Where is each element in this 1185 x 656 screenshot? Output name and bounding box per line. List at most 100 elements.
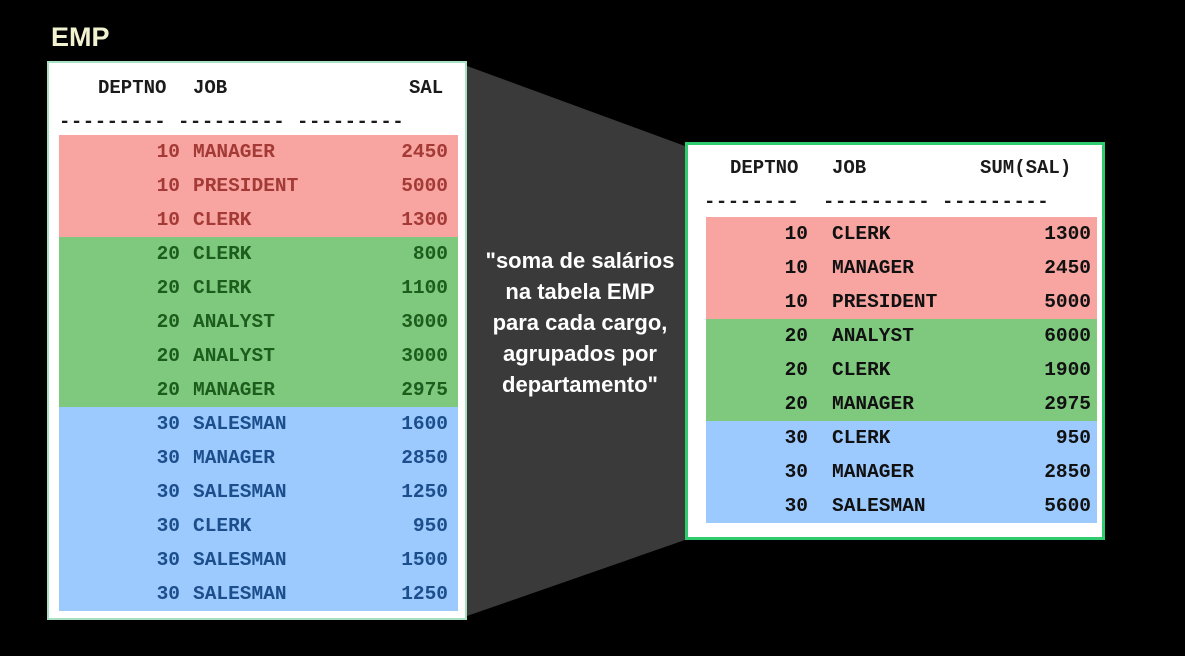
table-row: 30 SALESMAN 1250 [59,475,458,509]
cell-deptno: 30 [156,413,180,435]
table-row: 20 CLERK 1100 [59,271,458,305]
table-row: 20 ANALYST 3000 [59,305,458,339]
cell-deptno: 10 [784,257,808,279]
cell-job: ANALYST [193,311,275,333]
result-header-deptno: DEPTNO [730,157,799,179]
cell-job: ANALYST [193,345,275,367]
cell-job: CLERK [832,223,891,245]
cell-job: CLERK [193,515,252,537]
table-row: 30 SALESMAN 1250 [59,577,458,611]
table-row: 20 MANAGER 2975 [59,373,458,407]
cell-job: CLERK [193,209,252,231]
cell-job: MANAGER [193,141,275,163]
source-table-emp: DEPTNO JOB SAL --------- --------- -----… [47,61,467,620]
cell-sal: 1300 [1044,223,1091,245]
table-row: 20 ANALYST 3000 [59,339,458,373]
cell-sal: 6000 [1044,325,1091,347]
table-row: 20 CLERK 800 [59,237,458,271]
cell-job: SALESMAN [193,481,287,503]
result-header-job: JOB [832,157,867,179]
cell-sal: 1600 [401,413,448,435]
cell-deptno: 20 [784,393,808,415]
cell-sal: 2450 [401,141,448,163]
cell-deptno: 20 [784,359,808,381]
cell-sal: 800 [412,243,448,265]
cell-job: SALESMAN [832,495,926,517]
table-row: 30 SALESMAN 1600 [59,407,458,441]
cell-sal: 1100 [401,277,448,299]
header-sal: SAL [409,77,444,99]
table-row: 30 SALESMAN 1500 [59,543,458,577]
table-row: 30 MANAGER 2850 [59,441,458,475]
cell-sal: 2975 [401,379,448,401]
header-deptno: DEPTNO [98,77,167,99]
cell-sal: 950 [1055,427,1091,449]
cell-deptno: 20 [156,311,180,333]
cell-deptno: 10 [156,175,180,197]
header-job: JOB [193,77,228,99]
cell-deptno: 10 [156,141,180,163]
cell-sal: 2850 [1044,461,1091,483]
table-row: 20 CLERK 1900 [706,353,1097,387]
caption-text: "soma de salários na tabela EMP para cad… [485,248,675,397]
cell-job: SALESMAN [193,583,287,605]
cell-deptno: 10 [156,209,180,231]
cell-sal: 2850 [401,447,448,469]
cell-deptno: 30 [784,427,808,449]
cell-sal: 5000 [401,175,448,197]
table-row: 30 SALESMAN 5600 [706,489,1097,523]
cell-deptno: 30 [784,461,808,483]
cell-sal: 1900 [1044,359,1091,381]
cell-deptno: 20 [156,379,180,401]
table-row: 30 CLERK 950 [59,509,458,543]
cell-sal: 1250 [401,481,448,503]
cell-deptno: 30 [156,583,180,605]
cell-deptno: 30 [156,447,180,469]
cell-sal: 2450 [1044,257,1091,279]
cell-job: CLERK [832,427,891,449]
cell-sal: 3000 [401,311,448,333]
cell-job: MANAGER [832,461,914,483]
table-row: 30 CLERK 950 [706,421,1097,455]
cell-job: CLERK [193,243,252,265]
cell-sal: 950 [412,515,448,537]
cell-sal: 5600 [1044,495,1091,517]
table-row: 20 ANALYST 6000 [706,319,1097,353]
cell-sal: 2975 [1044,393,1091,415]
cell-job: CLERK [193,277,252,299]
table-row: 30 MANAGER 2850 [706,455,1097,489]
cell-deptno: 30 [156,515,180,537]
cell-job: MANAGER [832,257,914,279]
table-row: 10 MANAGER 2450 [59,135,458,169]
cell-deptno: 20 [156,243,180,265]
cell-job: ANALYST [832,325,914,347]
table-row: 10 CLERK 1300 [706,217,1097,251]
cell-sal: 1250 [401,583,448,605]
cell-deptno: 30 [784,495,808,517]
result-table: DEPTNO JOB SUM(SAL) -------- --------- -… [685,142,1105,540]
cell-sal: 3000 [401,345,448,367]
header-separator: --------- --------- --------- [59,111,405,133]
table-row: 10 CLERK 1300 [59,203,458,237]
cell-deptno: 20 [784,325,808,347]
table-row: 10 PRESIDENT 5000 [59,169,458,203]
cell-deptno: 30 [156,549,180,571]
cell-job: PRESIDENT [193,175,299,197]
table-row: 20 MANAGER 2975 [706,387,1097,421]
cell-job: SALESMAN [193,549,287,571]
table-title: EMP [51,22,110,52]
cell-deptno: 20 [156,277,180,299]
cell-deptno: 30 [156,481,180,503]
cell-job: MANAGER [193,447,275,469]
cell-deptno: 10 [784,291,808,313]
cell-sal: 1300 [401,209,448,231]
cell-job: SALESMAN [193,413,287,435]
cell-job: MANAGER [193,379,275,401]
result-header-sum-sal: SUM(SAL) [980,157,1072,179]
cell-sal: 5000 [1044,291,1091,313]
cell-deptno: 20 [156,345,180,367]
cell-sal: 1500 [401,549,448,571]
cell-job: PRESIDENT [832,291,938,313]
table-row: 10 MANAGER 2450 [706,251,1097,285]
